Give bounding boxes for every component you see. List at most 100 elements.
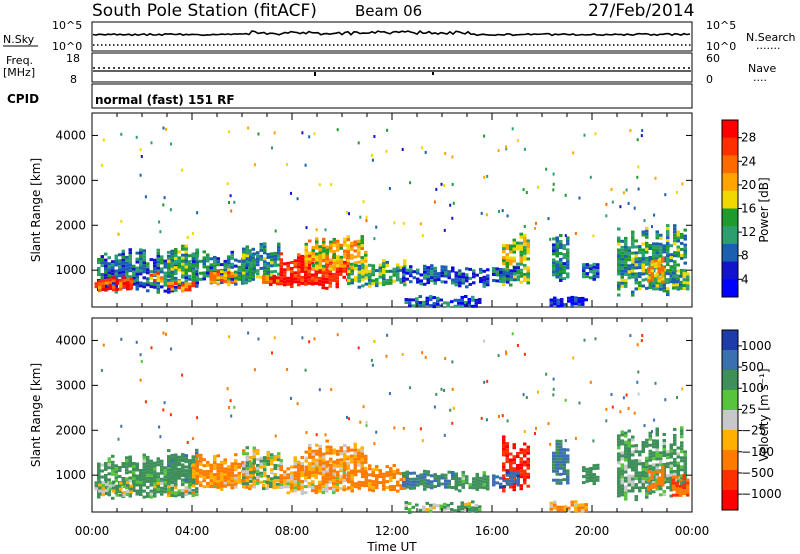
echo-cell (409, 477, 413, 481)
echo-cell (502, 447, 506, 451)
echo-cell (174, 456, 178, 460)
echo-cell (163, 469, 167, 473)
echo-cell (641, 242, 645, 246)
echo-cell (516, 244, 520, 248)
echo-cell (454, 271, 458, 275)
echo-cell (118, 484, 122, 487)
echo-cell (669, 268, 673, 272)
echo-cell (262, 274, 266, 278)
echo-cell (652, 248, 656, 252)
echo-cell (357, 273, 361, 277)
echo-cell (382, 475, 386, 479)
echo-cell (343, 453, 347, 457)
echo-cell (516, 271, 520, 275)
echo-cell (170, 486, 174, 490)
echo-cell (560, 304, 564, 307)
echo-cell (418, 301, 422, 305)
echo-cell (652, 245, 656, 249)
echo-cell (196, 211, 199, 215)
echo-cell (315, 267, 319, 271)
echo-cell (650, 486, 654, 489)
echo-cell (370, 358, 373, 362)
echo-cell (461, 479, 465, 483)
echo-cell (555, 248, 559, 252)
echo-cell (446, 301, 450, 305)
echo-cell (252, 455, 256, 459)
echo-cell (582, 263, 586, 267)
echo-cell (346, 235, 350, 239)
echo-cell (184, 475, 188, 479)
echo-cell (526, 457, 530, 461)
echo-cell (638, 489, 642, 493)
echo-cell (360, 455, 364, 459)
echo-cell (270, 255, 274, 259)
echo-cell (353, 243, 357, 247)
echo-cell (105, 483, 109, 487)
echo-cell (245, 464, 249, 468)
echo-cell (638, 272, 642, 276)
echo-cell (181, 253, 185, 257)
echo-cell (620, 457, 624, 461)
echo-cell (160, 462, 164, 466)
echo-cell (661, 274, 665, 278)
echo-cell (426, 269, 430, 273)
echo-cell (181, 268, 185, 272)
echo-cell (311, 252, 315, 255)
colorbar-tick-label: 100 (741, 381, 764, 395)
echo-cell (237, 480, 241, 484)
echo-cell (357, 448, 361, 452)
echo-cell (566, 242, 570, 246)
echo-cell (249, 264, 253, 268)
echo-cell (233, 405, 236, 409)
echo-cell (184, 490, 188, 493)
echo-cell (526, 266, 530, 270)
echo-cell (169, 413, 172, 417)
echo-cell (368, 269, 372, 273)
echo-cell (627, 465, 631, 469)
echo-cell (251, 274, 255, 278)
echo-cell (631, 245, 635, 249)
y-tick-label: 3000 (55, 173, 86, 187)
echo-cell (562, 268, 566, 272)
echo-cell (454, 472, 458, 476)
echo-cell (523, 442, 527, 446)
colorbar-tick-label: 1000 (741, 339, 772, 353)
echo-cell (451, 216, 454, 220)
echo-cell (297, 280, 301, 284)
echo-cell (213, 464, 217, 468)
echo-cell (202, 262, 206, 266)
echo-cell (160, 465, 164, 469)
echo-cell (386, 128, 389, 132)
echo-cell (402, 474, 406, 478)
echo-cell (650, 269, 654, 273)
echo-cell (226, 387, 229, 391)
echo-cell (556, 301, 560, 305)
echo-cell (348, 212, 350, 216)
echo-cell (237, 268, 241, 272)
echo-cell (329, 466, 333, 470)
echo-cell (119, 287, 123, 291)
echo-cell (645, 247, 649, 251)
echo-cell (325, 489, 329, 493)
echo-cell (181, 459, 185, 463)
echo-cell (277, 479, 281, 483)
echo-cell (149, 480, 153, 483)
echo-cell (440, 265, 444, 269)
echo-cell (322, 258, 326, 262)
echo-cell (443, 184, 446, 187)
echo-cell (139, 481, 143, 484)
echo-cell (662, 490, 666, 493)
echo-cell (253, 368, 256, 372)
echo-cell (464, 301, 468, 304)
echo-cell (502, 477, 506, 481)
echo-cell (468, 267, 472, 271)
echo-cell (125, 459, 129, 463)
echo-cell (360, 464, 364, 468)
echo-cell (252, 485, 256, 489)
echo-cell (247, 126, 250, 130)
echo-cell (216, 270, 220, 274)
echo-cell (360, 256, 364, 260)
echo-cell (624, 269, 628, 273)
echo-cell (290, 270, 294, 273)
echo-cell (673, 442, 677, 446)
